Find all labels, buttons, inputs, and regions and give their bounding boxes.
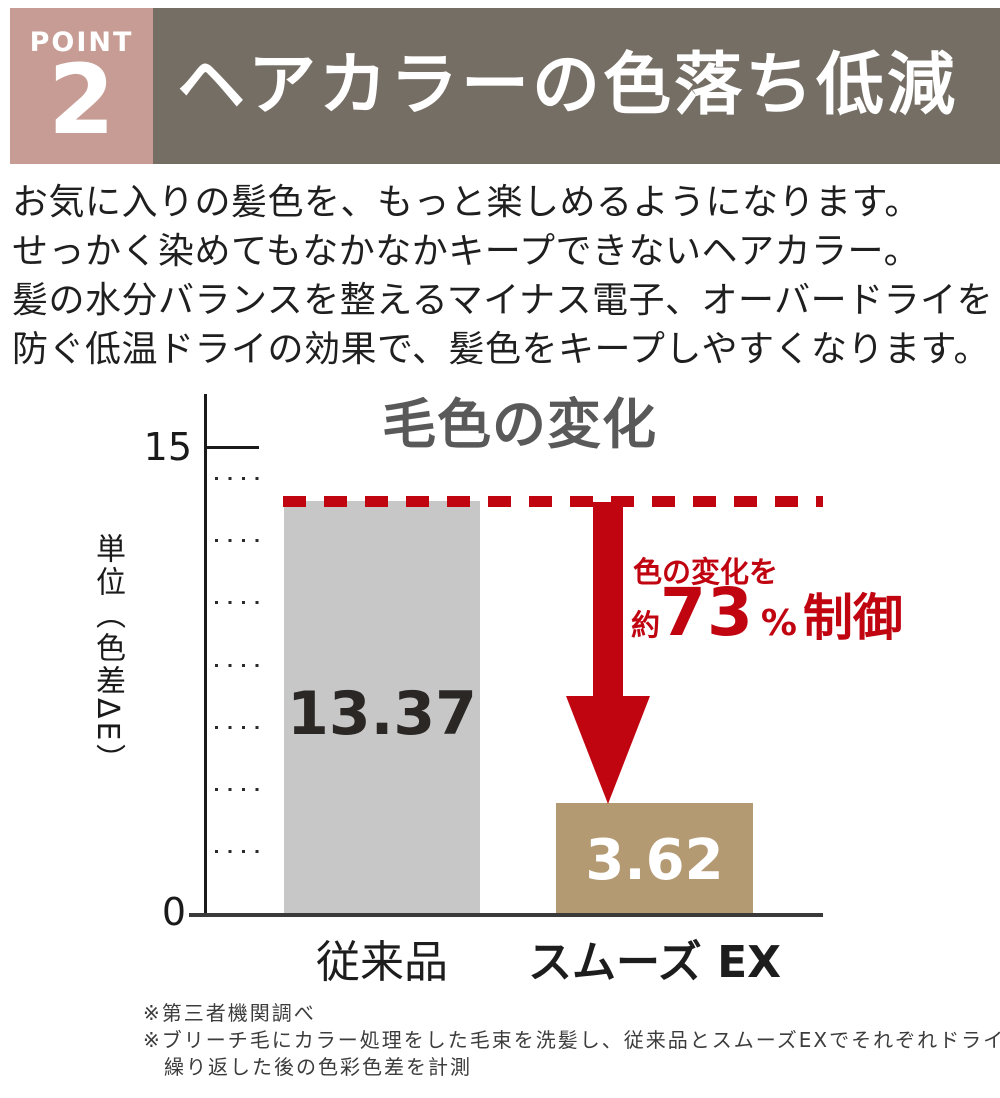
point-number: 2 bbox=[48, 44, 115, 157]
annotation-percent-sign: % bbox=[760, 603, 797, 644]
y-axis-label: 単位（色差ΔE） bbox=[90, 533, 125, 777]
intro-line: せっかく染めてもなかなかキープできないヘアカラー。 bbox=[12, 231, 921, 272]
dotted-tick-row bbox=[215, 539, 259, 542]
dotted-tick-row bbox=[215, 664, 259, 667]
down-arrow-head-icon bbox=[566, 696, 650, 804]
intro-line: 髪の水分バランスを整えるマイナス電子、オーバードライを bbox=[12, 280, 994, 321]
annotation-approx: 約 bbox=[631, 608, 661, 642]
annotation-suffix: 制御 bbox=[802, 589, 903, 647]
intro-paragraph: お気に入りの髪色を、もっと楽しめるようになります。 せっかく染めてもなかなかキー… bbox=[12, 178, 993, 374]
footnote-line: ※ブリーチ毛にカラー処理をした毛束を洗髪し、従来品とスムーズEXでそれぞれドライ… bbox=[143, 1028, 1000, 1052]
intro-line: 防ぐ低温ドライの効果で、髪色をキープしやすくなります。 bbox=[12, 329, 990, 370]
header: POINT 2 ヘアカラーの色落ち低減 bbox=[10, 8, 1000, 164]
dotted-tick-row bbox=[215, 726, 259, 729]
y-axis-min-tick-label: 0 bbox=[161, 890, 186, 934]
y-axis-max-tick-label: 15 bbox=[143, 425, 192, 469]
footnotes: ※第三者機関調べ ※ブリーチ毛にカラー処理をした毛束を洗髪し、従来品とスムーズE… bbox=[143, 1000, 1000, 1081]
dotted-tick-row bbox=[215, 601, 259, 604]
dotted-tick-row bbox=[215, 477, 259, 480]
intro-line: お気に入りの髪色を、もっと楽しめるようになります。 bbox=[12, 182, 921, 223]
bar-conventional: 13.37 bbox=[284, 501, 480, 913]
bar-value-conventional: 13.37 bbox=[287, 679, 477, 749]
dotted-tick-row bbox=[215, 850, 259, 853]
y-axis-tick-15 bbox=[207, 446, 259, 449]
y-axis-line bbox=[204, 394, 207, 915]
page-title: ヘアカラーの色落ち低減 bbox=[177, 46, 959, 125]
dotted-tick-row bbox=[215, 788, 259, 791]
bar-value-smooth-ex: 3.62 bbox=[585, 828, 724, 893]
footnote-line: ※第三者機関調べ bbox=[143, 1001, 316, 1025]
category-label-smooth-ex: スムーズ EX bbox=[528, 937, 782, 988]
chart-title: 毛色の変化 bbox=[382, 393, 657, 456]
title-band: ヘアカラーの色落ち低減 bbox=[153, 8, 1000, 164]
point-label: POINT bbox=[29, 27, 134, 59]
bar-smooth-ex: 3.62 bbox=[556, 803, 753, 913]
category-label-conventional: 従来品 bbox=[316, 937, 448, 988]
annotation-number: 73 bbox=[660, 574, 754, 651]
point-badge: POINT 2 bbox=[10, 8, 153, 164]
down-arrow-shaft bbox=[593, 502, 623, 698]
annotation-intro-text: 色の変化を bbox=[633, 555, 779, 589]
x-axis-line bbox=[189, 913, 823, 917]
annotation-percent-text: 約 73 % 制御 bbox=[631, 580, 903, 646]
reference-dashed-line bbox=[283, 496, 823, 507]
footnote-line: 繰り返した後の色彩色差を計測 bbox=[164, 1055, 472, 1079]
